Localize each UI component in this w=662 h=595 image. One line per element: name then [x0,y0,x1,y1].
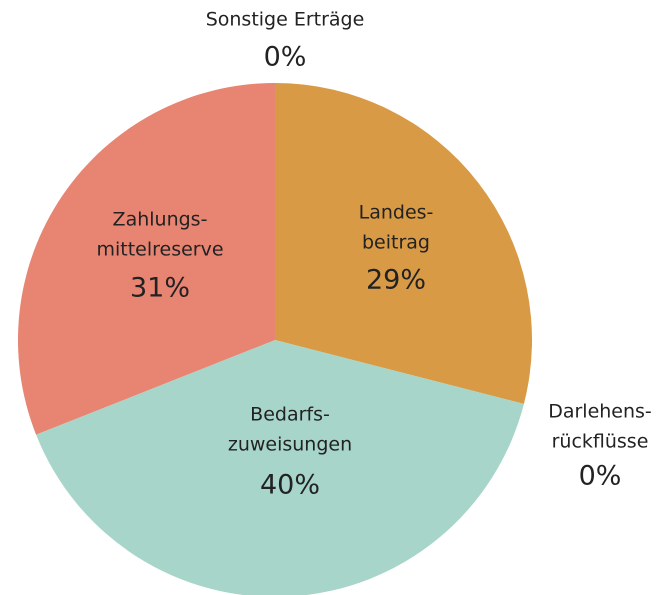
slice-label: Sonstige Erträge [206,9,365,31]
slice-label: Zahlungs- [113,209,208,231]
value-label: 40% [260,470,320,501]
pie-slice [36,340,524,595]
value-label: 29% [366,265,426,296]
value-label: 31% [130,273,190,304]
slice-label: Darlehens- [548,401,652,423]
value-label: 0% [579,461,622,492]
slice-label: mittelreserve [96,239,223,261]
pie-slice [18,83,276,435]
slice-label: Landes- [359,202,434,224]
slice-label: Bedarfs- [250,404,330,426]
value-label: 0% [264,42,307,73]
slice-label: beitrag [362,232,430,254]
slice-label: rückflüsse [552,431,649,453]
pie-slice [275,83,532,404]
slice-label: zuweisungen [228,434,352,456]
